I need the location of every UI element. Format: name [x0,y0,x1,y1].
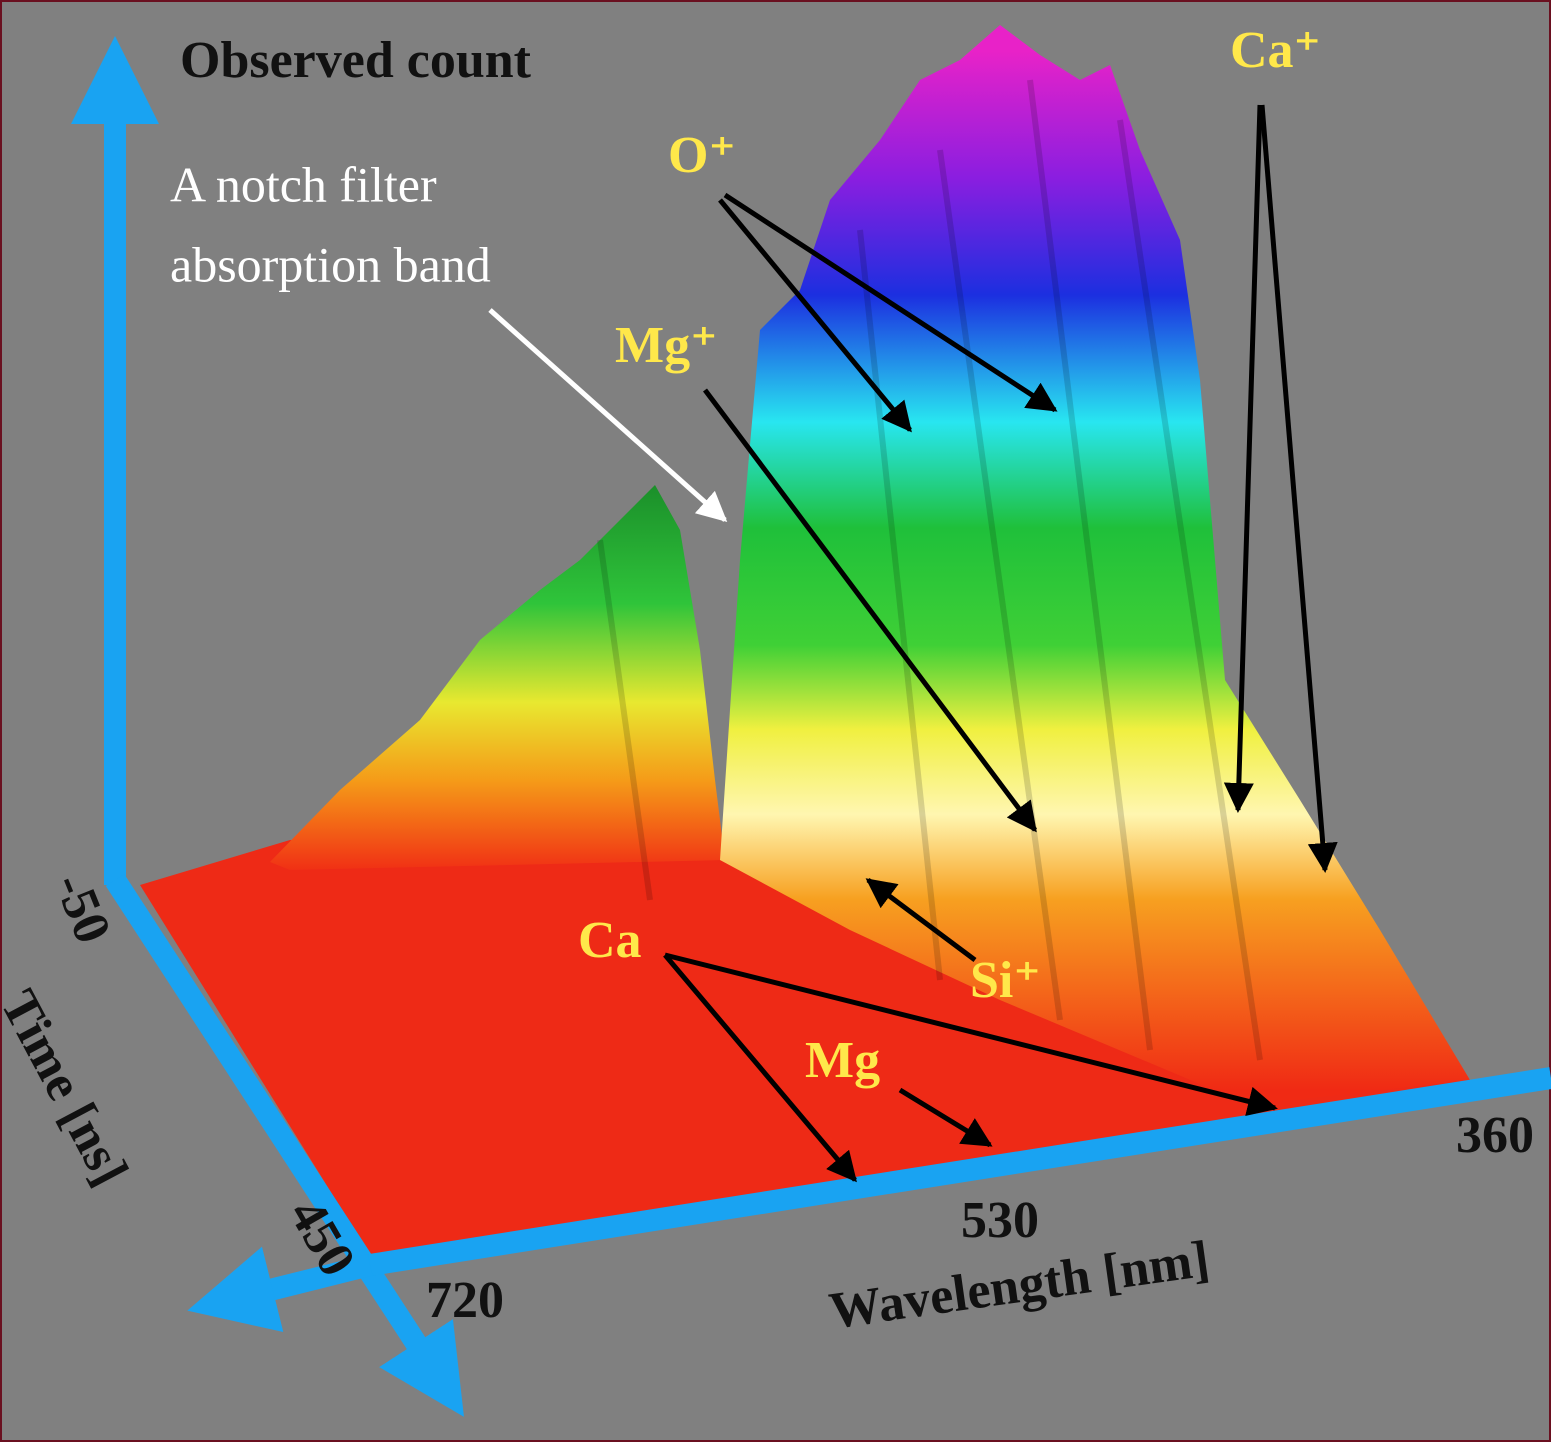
ion-label: Ca [578,912,642,969]
wavelength-axis [368,1067,1551,1276]
ion-label: Mg⁺ [615,317,718,374]
time-axis [105,874,464,1417]
notch-label: absorption band [170,236,491,292]
notch-label: A notch filter [170,156,437,212]
annotation-arrows [488,104,1338,1183]
ion-label: Si⁺ [970,952,1041,1009]
surface-floor [140,840,1470,1255]
wavelength-axis-arrow [187,1246,373,1333]
surface-peak-small [270,485,725,870]
ion-label: Mg [805,1032,880,1089]
surface-ridges [597,79,1263,1061]
ion-label: O⁺ [668,127,736,184]
ion-label: Ca⁺ [1230,22,1321,79]
count-label: Observed count [180,32,532,89]
wavelength-tick-label: 360 [1456,1107,1534,1164]
wavelength-tick-label: 530 [961,1192,1039,1249]
wavelength-tick-label: 720 [426,1272,504,1329]
surface-peak-large [720,25,1470,1105]
